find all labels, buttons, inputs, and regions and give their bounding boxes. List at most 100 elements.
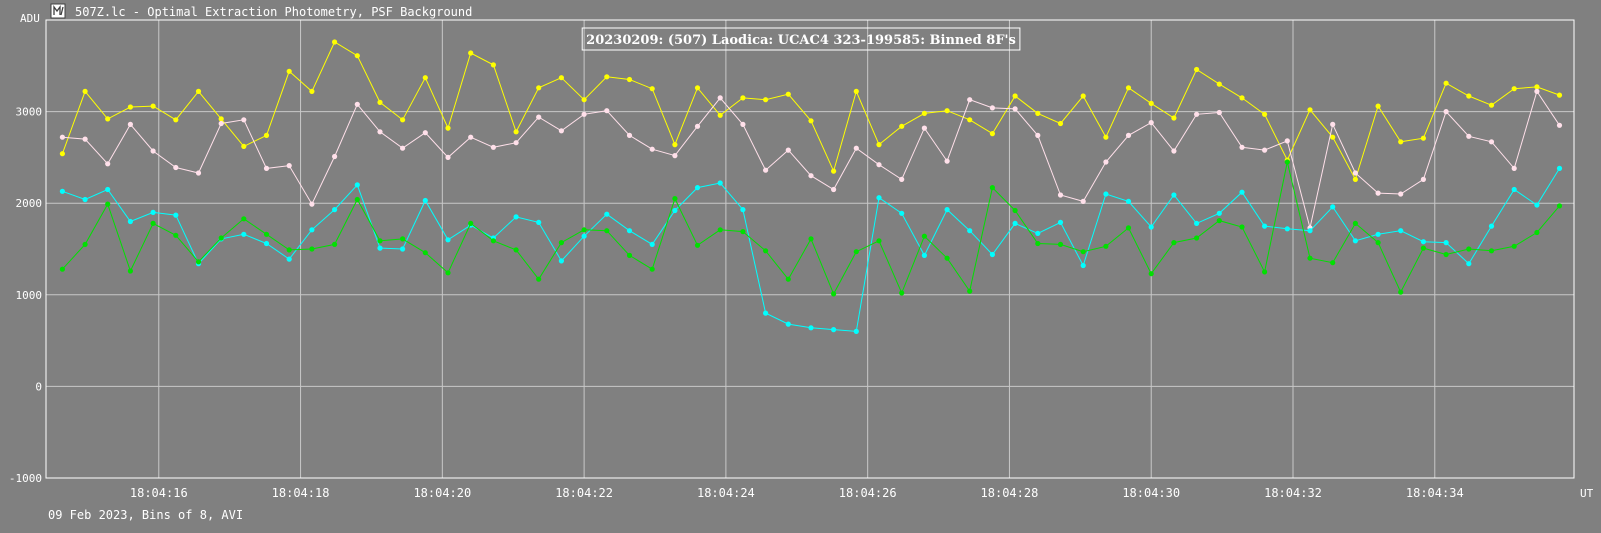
data-point	[831, 186, 837, 193]
data-point	[785, 276, 791, 282]
data-point	[150, 209, 156, 215]
data-point	[649, 86, 655, 92]
data-point	[263, 240, 270, 247]
data-point	[1443, 240, 1449, 246]
data-point	[82, 196, 88, 203]
data-point	[1125, 85, 1132, 91]
data-point	[105, 161, 111, 167]
data-point	[218, 116, 224, 122]
data-point	[967, 117, 973, 123]
data-point	[286, 163, 292, 169]
data-point	[808, 236, 814, 242]
data-point	[876, 195, 882, 201]
data-point	[740, 95, 746, 101]
data-point	[1216, 210, 1222, 216]
data-point	[59, 134, 65, 140]
data-point	[1216, 109, 1222, 116]
y-tick-label: 3000	[16, 106, 43, 119]
data-point	[1534, 202, 1540, 208]
data-point	[921, 110, 928, 116]
data-point	[241, 231, 247, 237]
data-point	[694, 242, 701, 248]
data-point	[354, 53, 360, 59]
y-tick-label: 2000	[16, 197, 43, 210]
data-point	[173, 117, 179, 123]
data-point	[1171, 240, 1177, 246]
data-point	[1534, 229, 1540, 236]
data-point	[785, 147, 791, 153]
x-tick-label: 18:04:20	[413, 486, 471, 500]
data-point	[558, 258, 565, 264]
data-point	[785, 321, 791, 327]
data-point	[1488, 102, 1495, 108]
data-point	[309, 246, 315, 252]
data-point	[921, 252, 928, 258]
data-point	[1035, 132, 1041, 138]
data-point	[558, 240, 565, 246]
window-title-bar: 507Z.lc - Optimal Extraction Photometry,…	[50, 3, 472, 19]
data-point	[989, 105, 996, 111]
data-point	[218, 235, 224, 241]
data-point	[377, 99, 383, 105]
data-point	[604, 211, 610, 217]
data-point	[1375, 231, 1381, 237]
data-point	[899, 176, 905, 182]
data-point	[1262, 223, 1268, 229]
data-point	[626, 228, 633, 234]
data-point	[558, 75, 565, 81]
data-point	[604, 228, 610, 234]
data-point	[354, 101, 360, 107]
data-point	[1398, 228, 1404, 234]
data-point	[853, 328, 859, 334]
data-point	[831, 168, 837, 174]
data-point	[967, 288, 973, 294]
data-point	[1012, 106, 1018, 112]
data-point	[127, 218, 133, 225]
data-point	[1103, 134, 1109, 140]
data-point	[1057, 241, 1064, 247]
data-point	[513, 214, 519, 220]
data-point	[581, 233, 587, 239]
x-tick-label: 18:04:28	[981, 486, 1039, 500]
data-point	[808, 325, 814, 331]
data-point	[1148, 224, 1154, 230]
data-point	[286, 256, 292, 262]
data-point	[717, 95, 723, 101]
data-point	[263, 165, 270, 171]
data-point	[1080, 93, 1086, 99]
data-point	[581, 97, 587, 103]
data-point	[853, 88, 859, 94]
data-point	[218, 120, 224, 127]
data-point	[831, 291, 837, 297]
data-point	[513, 140, 519, 146]
data-point	[1556, 92, 1563, 98]
data-point	[445, 270, 451, 276]
data-point	[717, 180, 723, 186]
x-tick-label: 18:04:16	[130, 486, 188, 500]
data-point	[1194, 111, 1200, 117]
y-tick-label: -1000	[9, 472, 42, 485]
data-point	[1125, 198, 1132, 204]
data-point	[1262, 147, 1268, 153]
data-point	[490, 62, 496, 68]
data-point	[626, 132, 633, 138]
data-point	[490, 144, 496, 150]
data-point	[672, 142, 678, 148]
y-tick-label: 0	[35, 380, 42, 393]
data-point	[105, 116, 111, 122]
data-point	[59, 151, 65, 157]
data-point	[1035, 240, 1041, 247]
data-point	[286, 68, 292, 74]
lightcurve-app-icon	[50, 3, 66, 19]
data-point	[763, 310, 769, 316]
data-point	[876, 142, 882, 148]
data-point	[1352, 170, 1358, 176]
data-point	[944, 108, 950, 114]
data-point	[1556, 203, 1563, 209]
x-tick-label: 18:04:18	[272, 486, 330, 500]
series-1	[59, 39, 1563, 182]
data-point	[332, 207, 338, 213]
data-point	[763, 97, 769, 103]
data-point	[989, 131, 996, 137]
